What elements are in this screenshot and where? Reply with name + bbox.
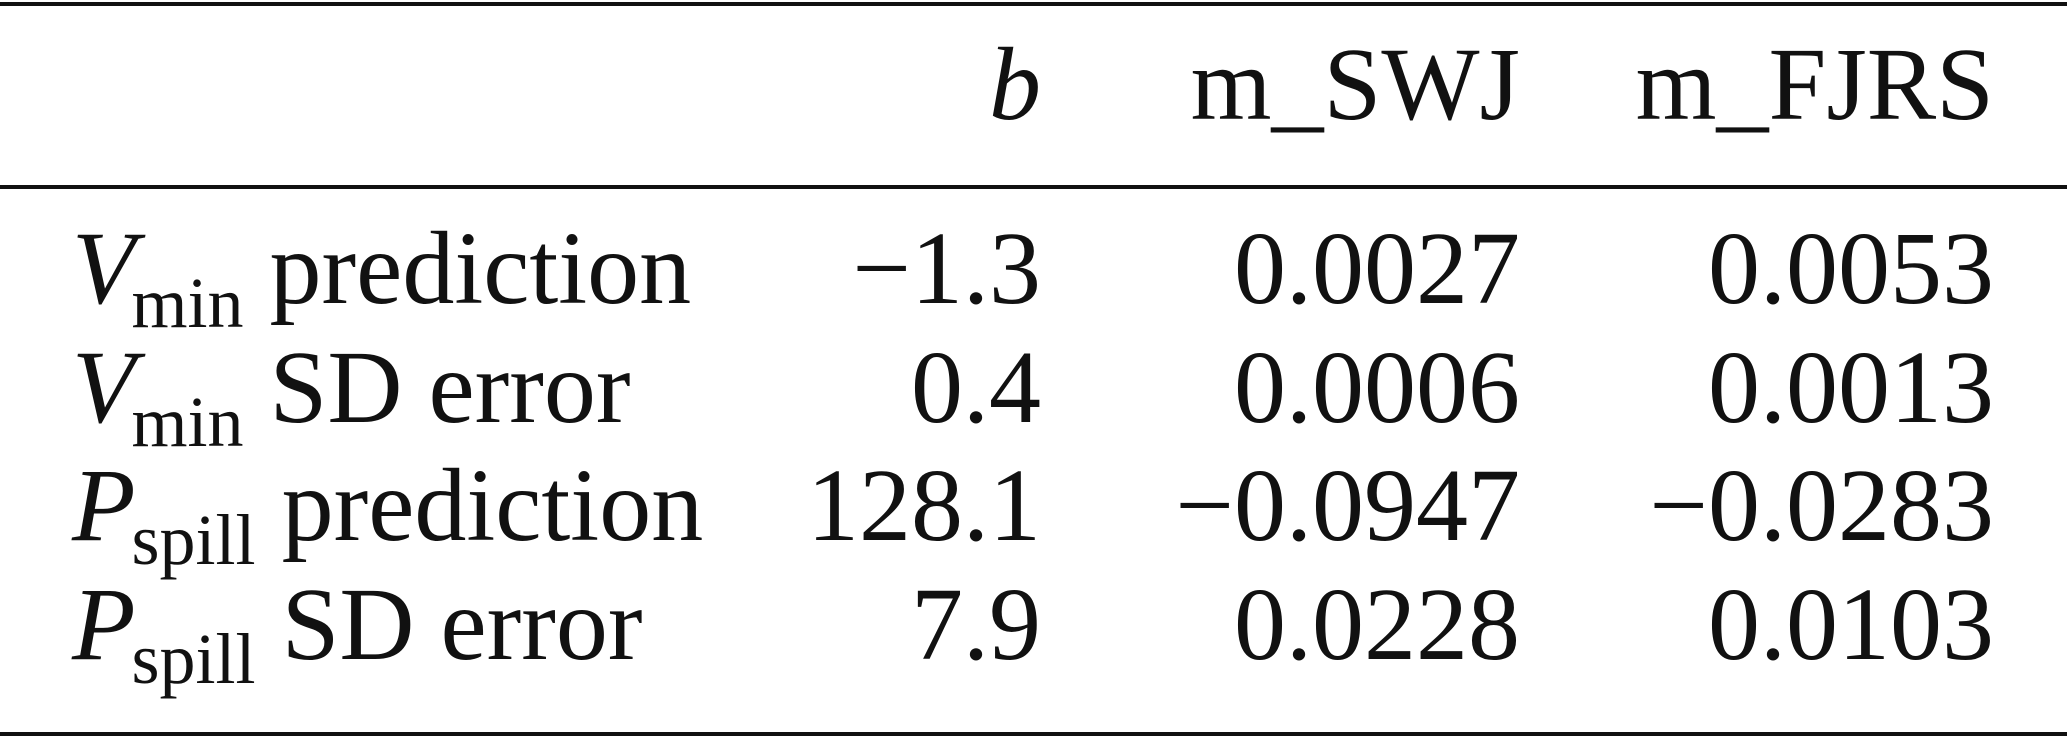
- row-label: Pspill SD error: [71, 567, 643, 699]
- label-text: prediction: [270, 211, 692, 326]
- cell: 128.1: [807, 448, 1041, 563]
- symbol: V: [72, 211, 146, 326]
- cell: 0.4: [911, 330, 1041, 445]
- label-text: SD error: [282, 567, 643, 682]
- cell: 0.0228: [1234, 567, 1520, 682]
- symbol: P: [71, 567, 136, 682]
- cell: −0.0947: [1175, 448, 1520, 563]
- cell: 0.0053: [1708, 211, 1994, 326]
- label-text: SD error: [270, 330, 631, 445]
- cell: 0.0013: [1708, 330, 1994, 445]
- subscript: spill: [132, 619, 256, 699]
- symbol: V: [72, 330, 146, 445]
- cell: 7.9: [911, 567, 1041, 682]
- subscript: min: [132, 382, 244, 462]
- cell: 0.0006: [1234, 330, 1520, 445]
- label-text: prediction: [282, 448, 704, 563]
- cell: −0.0283: [1649, 448, 1994, 563]
- subscript: min: [132, 263, 244, 343]
- subscript: spill: [132, 500, 256, 580]
- row-label: Vmin SD error: [72, 330, 631, 462]
- column-header: m_SWJ: [1191, 27, 1520, 142]
- row-label: Pspill prediction: [71, 448, 703, 580]
- row-label: Vmin prediction: [72, 211, 691, 343]
- cell: 0.0103: [1708, 567, 1994, 682]
- cell: 0.0027: [1234, 211, 1520, 326]
- symbol: P: [71, 448, 136, 563]
- column-header: b: [989, 27, 1041, 142]
- cell: −1.3: [852, 211, 1041, 326]
- column-header: m_FJRS: [1636, 27, 1994, 142]
